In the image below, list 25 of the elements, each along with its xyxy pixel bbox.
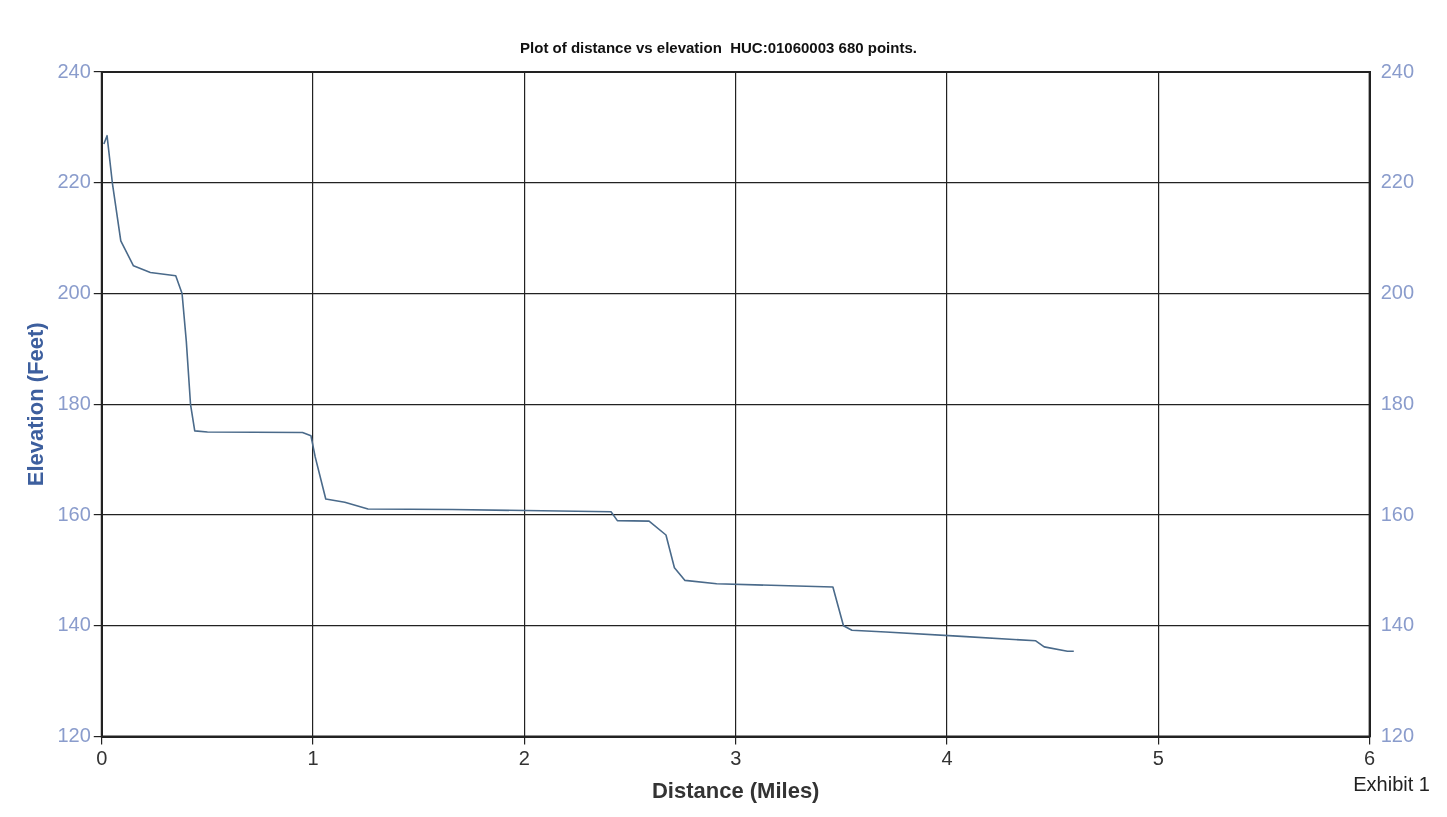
y-tick-label: 240: [57, 59, 91, 82]
y2-tick-label: 180: [1380, 391, 1415, 414]
x-tick-label: 3: [730, 747, 742, 770]
y2-tick-label: 220: [1380, 170, 1415, 193]
y2-tick-label: 140: [1380, 613, 1415, 636]
x-axis-title: Distance (Miles): [651, 777, 820, 803]
y-tick-label: 180: [57, 391, 91, 414]
text: Exhibit 1: [1353, 772, 1430, 795]
y-tick-label: 160: [57, 502, 91, 525]
y-axis-title: Elevation (Feet): [23, 322, 49, 487]
chart-title: Plot of distance vs elevation HUC:01060003 680 points.: [520, 39, 917, 57]
y2-tick-label: 160: [1380, 502, 1415, 525]
y-tick-label: 120: [57, 724, 91, 747]
y-tick-label: 220: [57, 170, 91, 193]
x-tick-label: 0: [96, 747, 108, 770]
y-tick-label: 200: [57, 281, 91, 304]
x-tick-label: 4: [941, 747, 953, 770]
y2-tick-label: 240: [1380, 59, 1415, 82]
x-tick-label: 6: [1364, 747, 1376, 770]
y2-tick-label: 120: [1380, 724, 1415, 747]
y-tick-label: 140: [57, 613, 91, 636]
x-tick-label: 1: [307, 747, 319, 770]
y2-tick-label: 200: [1380, 281, 1415, 304]
x-tick-label: 2: [518, 747, 530, 770]
x-tick-label: 5: [1152, 747, 1164, 770]
